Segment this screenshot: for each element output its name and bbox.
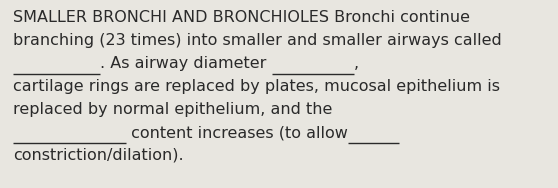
- Text: . As airway diameter: . As airway diameter: [100, 56, 272, 71]
- Text: cartilage rings are replaced by plates, mucosal epithelium is: cartilage rings are replaced by plates, …: [13, 79, 500, 94]
- Text: ,: ,: [354, 56, 359, 71]
- Text: content increases (to allow: content increases (to allow: [126, 125, 348, 140]
- Text: branching (23 times) into smaller and smaller airways called: branching (23 times) into smaller and sm…: [13, 33, 502, 48]
- Text: SMALLER BRONCHI AND BRONCHIOLES Bronchi continue: SMALLER BRONCHI AND BRONCHIOLES Bronchi …: [13, 10, 470, 25]
- Text: constriction/dilation).: constriction/dilation).: [13, 148, 184, 163]
- Text: replaced by normal epithelium, and the: replaced by normal epithelium, and the: [13, 102, 333, 117]
